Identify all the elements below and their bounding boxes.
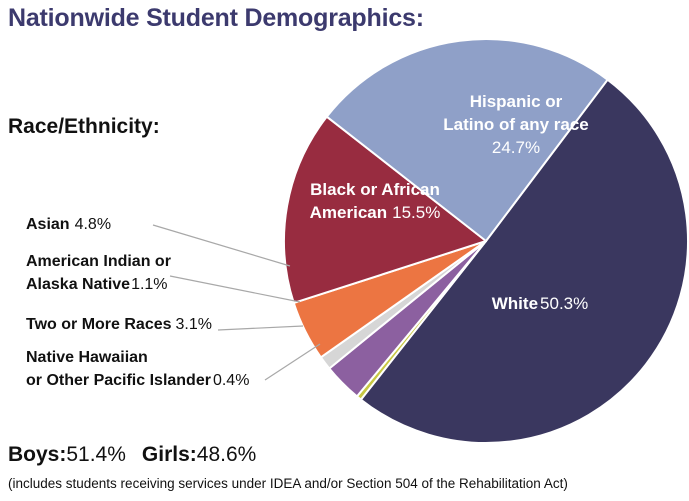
value-native-hawaiian: 0.4% bbox=[213, 372, 249, 389]
label-black-line1: Black or African bbox=[310, 180, 440, 199]
page-title: Nationwide Student Demographics: bbox=[8, 4, 424, 32]
leader-line-american-indian bbox=[169, 275, 301, 303]
girls-value: 48.6% bbox=[196, 443, 257, 466]
leader-line-native-hawaiian bbox=[264, 343, 321, 381]
value-white: 50.3% bbox=[540, 294, 588, 313]
label-white: White bbox=[492, 294, 538, 313]
pie-slice-white bbox=[359, 78, 689, 444]
label-white-group: White 50.3% bbox=[492, 294, 588, 313]
label-native-hawaiian-line1: Native Hawaiian bbox=[26, 349, 148, 366]
pie-slice-black-or-african-american bbox=[283, 115, 487, 304]
pie-slices bbox=[283, 38, 689, 444]
girls-label: Girls: bbox=[141, 443, 197, 466]
gender-breakdown: Boys:51.4% Girls:48.6% bbox=[8, 443, 256, 467]
label-black-line2: American bbox=[310, 203, 387, 222]
label-black-line2-group: American 15.5% bbox=[310, 203, 441, 222]
value-hispanic: 24.7% bbox=[492, 138, 540, 157]
label-native-hawaiian-line2-group: or Other Pacific Islander 0.4% bbox=[26, 372, 249, 389]
leader-lines bbox=[152, 224, 321, 381]
leader-line-two-or-more bbox=[217, 325, 304, 331]
label-american-indian-line1: American Indian or bbox=[26, 253, 171, 270]
value-american-indian: 1.1% bbox=[131, 276, 167, 293]
leader-line-asian bbox=[152, 224, 291, 267]
value-asian: 4.8% bbox=[75, 216, 111, 233]
value-two-or-more: 3.1% bbox=[176, 316, 212, 333]
label-native-hawaiian-line2: or Other Pacific Islander bbox=[26, 372, 211, 389]
boys-label: Boys: bbox=[8, 443, 67, 466]
label-hispanic-line2: Latino of any race bbox=[443, 115, 588, 134]
label-asian-group: Asian 4.8% bbox=[26, 216, 111, 233]
label-american-indian-line2-group: Alaska Native1.1% bbox=[26, 276, 168, 293]
label-two-or-more-group: Two or More Races 3.1% bbox=[26, 316, 212, 333]
label-two-or-more: Two or More Races bbox=[26, 316, 172, 333]
pie-slice-hispanic-or-latino-of-any-race bbox=[325, 38, 609, 242]
footnote: (includes students receiving services un… bbox=[8, 476, 568, 491]
value-black: 15.5% bbox=[392, 203, 440, 222]
label-american-indian-line2: Alaska Native bbox=[26, 276, 130, 293]
label-hispanic-line1: Hispanic or bbox=[470, 92, 563, 111]
section-label: Race/Ethnicity: bbox=[8, 115, 160, 138]
label-asian: Asian bbox=[26, 216, 70, 233]
boys-value: 51.4% bbox=[66, 443, 126, 466]
